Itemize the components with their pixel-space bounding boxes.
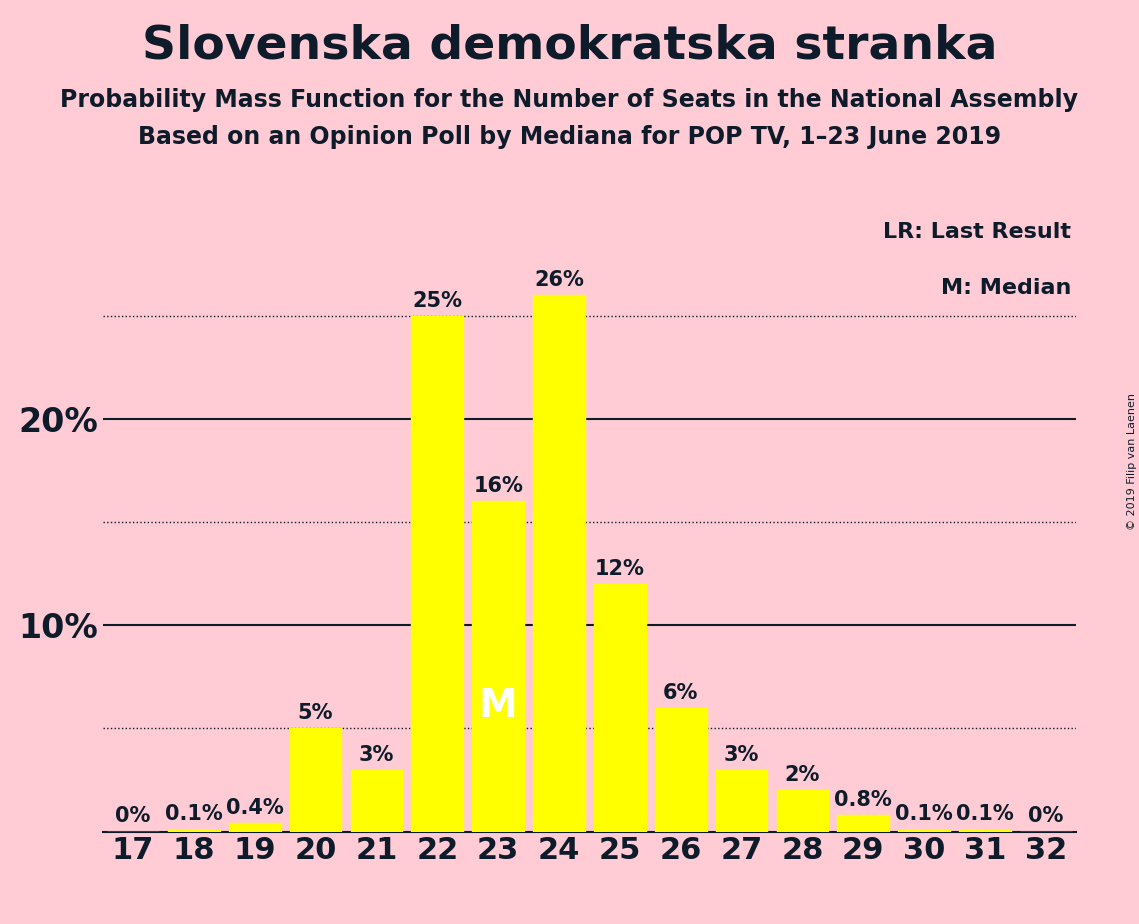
Text: 0.4%: 0.4% (226, 798, 284, 818)
Bar (473, 502, 524, 832)
Bar (595, 584, 646, 832)
Text: 0%: 0% (115, 807, 150, 826)
Text: M: M (478, 687, 517, 725)
Bar (167, 830, 220, 832)
Bar (533, 295, 584, 832)
Text: 3%: 3% (724, 745, 760, 764)
Text: M: Median: M: Median (941, 277, 1072, 298)
Bar (229, 823, 280, 832)
Text: 12%: 12% (595, 559, 645, 578)
Text: 6%: 6% (663, 683, 698, 702)
Text: Slovenska demokratska stranka: Slovenska demokratska stranka (141, 23, 998, 68)
Text: 0.1%: 0.1% (165, 805, 223, 824)
Text: Based on an Opinion Poll by Mediana for POP TV, 1–23 June 2019: Based on an Opinion Poll by Mediana for … (138, 125, 1001, 149)
Text: Probability Mass Function for the Number of Seats in the National Assembly: Probability Mass Function for the Number… (60, 88, 1079, 112)
Bar (289, 728, 342, 832)
Text: 0.8%: 0.8% (835, 790, 892, 810)
Text: © 2019 Filip van Laenen: © 2019 Filip van Laenen (1126, 394, 1137, 530)
Text: 0.1%: 0.1% (895, 805, 953, 824)
Text: 0%: 0% (1029, 807, 1064, 826)
Bar (899, 830, 950, 832)
Text: 16%: 16% (473, 476, 523, 496)
Bar (351, 770, 402, 832)
Text: 5%: 5% (297, 703, 334, 723)
Bar (777, 790, 828, 832)
Bar (837, 815, 890, 832)
Text: 25%: 25% (412, 290, 462, 310)
Text: LR: LR (597, 721, 644, 754)
Text: LR: Last Result: LR: Last Result (884, 222, 1072, 242)
Text: 26%: 26% (534, 270, 584, 290)
Bar (655, 708, 706, 832)
Bar (959, 830, 1011, 832)
Text: 0.1%: 0.1% (956, 805, 1014, 824)
Text: 2%: 2% (785, 765, 820, 785)
Bar (715, 770, 768, 832)
Text: 3%: 3% (359, 745, 394, 764)
Bar (411, 316, 464, 832)
